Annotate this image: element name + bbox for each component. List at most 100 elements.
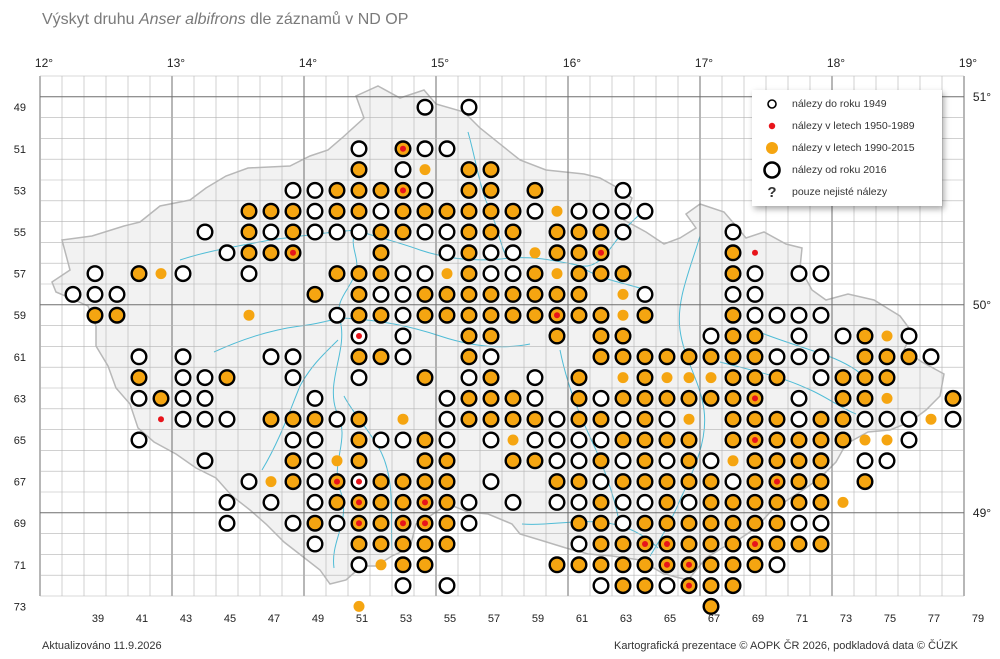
ring-symbol: [680, 493, 698, 511]
orange-ring-symbol: [636, 452, 654, 470]
orange-ring-symbol: [658, 514, 676, 532]
orange-ring-symbol: [350, 161, 368, 179]
ring-symbol: [482, 244, 500, 262]
ring-symbol: [548, 431, 566, 449]
ring-symbol: [438, 410, 456, 428]
orange-ring-symbol: [592, 327, 610, 345]
orange-ring-symbol: [328, 202, 346, 220]
orange-ring-symbol: [746, 369, 764, 387]
ring-symbol: [196, 389, 214, 407]
orange-ring-symbol: [460, 223, 478, 241]
ring-symbol: [790, 348, 808, 366]
ring-symbol: [262, 493, 280, 511]
ring-symbol: [372, 431, 390, 449]
ring-symbol: [526, 389, 544, 407]
orange-ring-symbol: [746, 452, 764, 470]
orange-ring-symbol: [570, 389, 588, 407]
red-dot-symbol: [356, 478, 362, 485]
orange-ring-symbol: [526, 265, 544, 283]
column-label: 61: [576, 613, 588, 625]
orange-ring-symbol: [416, 452, 434, 470]
orange-ring-symbol: [548, 285, 566, 303]
orange-ring-symbol: [702, 389, 720, 407]
orange-ring-symbol: [636, 369, 654, 387]
ring-symbol: [592, 431, 610, 449]
orange-ring-symbol: [262, 202, 280, 220]
ring-symbol: [218, 493, 236, 511]
orange-ring-symbol: [526, 181, 544, 199]
orange-ring-symbol: [460, 202, 478, 220]
orange-ring-symbol: [702, 535, 720, 553]
red-dot-icon: [752, 120, 792, 132]
orange-dot-symbol: [683, 372, 695, 384]
latitude-label: 50°: [973, 298, 991, 312]
ring-symbol: [284, 431, 302, 449]
orange-ring-symbol: [724, 556, 742, 574]
orange-ring-symbol: [482, 223, 500, 241]
ring-symbol: [614, 202, 632, 220]
ring-symbol: [174, 389, 192, 407]
ring-symbol: [592, 577, 610, 595]
orange-ring-symbol: [306, 514, 324, 532]
ring-symbol: [614, 493, 632, 511]
row-label: 63: [14, 393, 26, 405]
ring-symbol: [878, 410, 896, 428]
orange-ring-symbol: [152, 389, 170, 407]
orange-ring-symbol: [416, 431, 434, 449]
orange-ring-symbol: [570, 473, 588, 491]
orange-ring-symbol: [328, 265, 346, 283]
orange-ring-symbol: [504, 223, 522, 241]
longitude-label: 16°: [563, 56, 581, 70]
longitude-labels: 12° 13° 14° 15° 16° 17° 18° 19°: [35, 56, 977, 70]
orange-ring-symbol: [614, 535, 632, 553]
orange-ring-symbol: [856, 369, 874, 387]
ring-symbol: [196, 223, 214, 241]
orange-ring-symbol: [526, 452, 544, 470]
ring-symbol: [526, 369, 544, 387]
ring-symbol: [636, 285, 654, 303]
ring-symbol: [350, 369, 368, 387]
small-ring-icon: [752, 98, 792, 110]
orange-ring-symbol: [746, 514, 764, 532]
orange-ring-symbol: [724, 577, 742, 595]
red-dot-symbol: [334, 478, 340, 485]
ring-symbol: [306, 431, 324, 449]
ring-symbol: [570, 493, 588, 511]
orange-ring-symbol: [636, 431, 654, 449]
ring-symbol: [878, 452, 896, 470]
ring-symbol: [724, 223, 742, 241]
ring-symbol: [306, 473, 324, 491]
ring-symbol: [482, 473, 500, 491]
orange-ring-symbol: [328, 181, 346, 199]
ring-symbol: [702, 452, 720, 470]
orange-ring-symbol: [790, 493, 808, 511]
ring-symbol: [900, 327, 918, 345]
orange-ring-symbol: [262, 410, 280, 428]
orange-ring-symbol: [482, 306, 500, 324]
ring-symbol: [900, 431, 918, 449]
orange-dot-symbol: [859, 434, 871, 446]
orange-ring-symbol: [372, 306, 390, 324]
ring-symbol: [174, 348, 192, 366]
orange-ring-symbol: [570, 410, 588, 428]
ring-symbol: [306, 223, 324, 241]
orange-ring-symbol: [768, 493, 786, 511]
ring-symbol: [526, 431, 544, 449]
orange-ring-symbol: [350, 535, 368, 553]
orange-ring-symbol: [614, 265, 632, 283]
orange-ring-symbol: [218, 369, 236, 387]
ring-symbol: [592, 473, 610, 491]
ring-symbol: [350, 223, 368, 241]
orange-ring-symbol: [130, 369, 148, 387]
orange-ring-symbol: [570, 369, 588, 387]
orange-ring-symbol: [504, 452, 522, 470]
red-dot-symbol: [356, 499, 362, 506]
orange-ring-symbol: [130, 265, 148, 283]
orange-ring-symbol: [372, 244, 390, 262]
longitude-label: 15°: [431, 56, 449, 70]
river-sazava: [341, 317, 531, 348]
ring-symbol: [570, 535, 588, 553]
orange-ring-symbol: [614, 473, 632, 491]
orange-ring-symbol: [812, 493, 830, 511]
